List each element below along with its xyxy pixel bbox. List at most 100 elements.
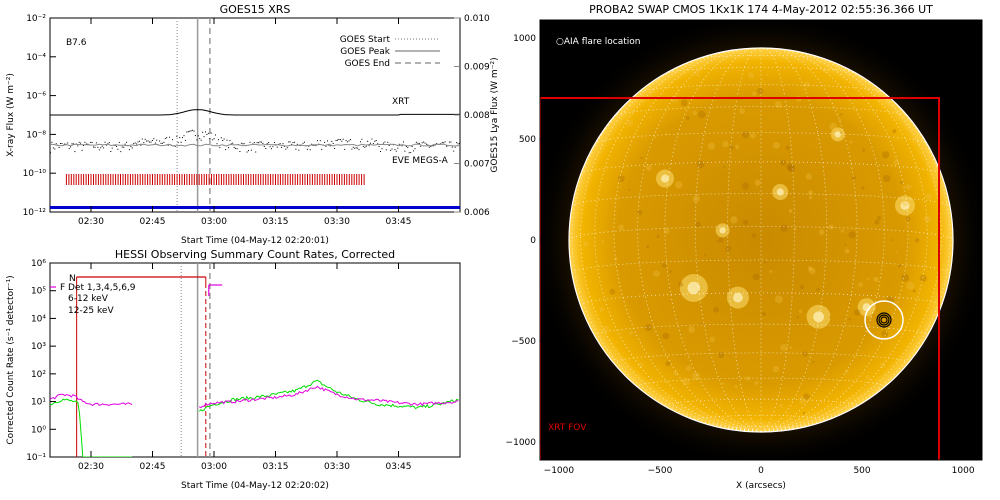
goes-short-channel-dot [205, 131, 206, 133]
goes-short-channel-dot [289, 141, 291, 143]
goes-short-channel-dot [424, 142, 426, 144]
goes-short-channel-dot [316, 140, 318, 142]
goes-short-channel-dot [108, 142, 110, 144]
goes-short-channel-dot [74, 151, 76, 153]
goes-short-channel-dot [226, 139, 228, 141]
goes-ytick-left-label: 10⁻² [26, 14, 46, 24]
solar-speckle [601, 240, 604, 243]
goes-short-channel-dot [136, 143, 138, 145]
solar-speckle [803, 81, 810, 88]
goes-short-channel-dot [294, 141, 295, 143]
goes-short-channel-dot [291, 143, 293, 145]
goes-short-channel-dot [296, 143, 298, 145]
goes-short-channel-dot [68, 148, 70, 150]
goes-ylabel-left: X-ray Flux (W m⁻²) [6, 73, 16, 157]
goes-xtick-label: 02:45 [140, 217, 166, 227]
goes-short-channel-dot [380, 151, 381, 152]
goes-short-channel-dot [259, 141, 261, 143]
solar-speckle [669, 270, 672, 273]
solar-speckle [609, 288, 616, 295]
goes-short-channel-dot [84, 141, 86, 143]
longitude-line [760, 49, 909, 432]
solar-speckle [848, 317, 852, 321]
goes-short-channel-dot [331, 140, 333, 142]
goes-short-channel-dot [260, 141, 262, 143]
goes-short-channel-dot [85, 143, 87, 145]
goes-short-channel-dot [281, 146, 282, 148]
goes-ytick-right-label: 0.007 [464, 160, 490, 170]
goes-short-channel-dot [161, 142, 163, 144]
hessi-xtick-label: 03:00 [201, 462, 227, 472]
solar-speckle [716, 240, 719, 243]
goes-short-channel-dot [107, 143, 109, 145]
swap-xtick-label: 0 [758, 466, 764, 476]
goes-short-channel-dot [123, 146, 125, 148]
solar-speckle [661, 263, 667, 268]
goes-short-channel-dot [268, 142, 270, 144]
solar-speckle [680, 99, 688, 107]
solar-speckle [802, 411, 806, 415]
hessi-xtick-label: 03:15 [263, 462, 289, 472]
solar-speckle [704, 253, 707, 257]
goes-ytick-left-label: 10⁻⁴ [26, 53, 46, 63]
solar-speckle [618, 224, 624, 231]
goes-short-channel-dot [451, 146, 453, 148]
goes-short-channel-dot [459, 143, 460, 145]
longitude-line [727, 47, 762, 432]
goes-short-channel-dot [103, 147, 105, 149]
solar-speckle [789, 346, 793, 349]
goes-short-channel-dot [101, 145, 103, 147]
solar-speckle [867, 315, 873, 320]
xrt-fov-label: XRT FOV [548, 423, 587, 433]
solar-speckle [844, 369, 849, 374]
active-region-core [813, 311, 824, 323]
goes-short-channel-dot [151, 140, 153, 141]
solar-speckle [735, 144, 740, 149]
goes-short-channel-dot [94, 146, 96, 148]
solar-speckle [707, 142, 716, 150]
goes-short-channel-dot [329, 145, 331, 147]
goes-short-channel-dot [183, 135, 185, 137]
goes-short-channel-dot [292, 142, 294, 144]
goes-short-channel-dot [434, 144, 436, 146]
goes-short-channel-dot [133, 143, 135, 145]
goes-short-channel-dot [131, 147, 133, 149]
goes-short-channel-dot [117, 148, 119, 150]
goes-short-channel-dot [253, 142, 255, 143]
hessi-xtick-label: 03:30 [324, 462, 350, 472]
goes-short-channel-dot [166, 137, 168, 139]
goes-short-channel-dot [58, 147, 60, 148]
solar-speckle [748, 72, 755, 79]
longitude-line [760, 47, 858, 432]
goes-short-channel-dot [184, 139, 186, 141]
goes-short-channel-dot [360, 141, 361, 143]
goes-short-channel-dot [405, 146, 407, 147]
goes-short-channel-dot [298, 149, 300, 151]
solar-speckle [640, 156, 643, 160]
solar-speckle [617, 175, 625, 183]
hessi-panel: HESSI Observing Summary Count Rates, Cor… [6, 248, 461, 491]
solar-speckle [695, 221, 701, 228]
solar-speckle [691, 372, 700, 380]
goes-ytick-left-label: 10⁻¹⁰ [23, 169, 47, 179]
hessi-ylabel: Corrected Count Rate (s⁻¹ detector⁻¹) [6, 275, 16, 444]
active-region-core [900, 200, 910, 210]
goes-short-channel-dot [210, 132, 212, 134]
solar-speckle [902, 199, 909, 207]
goes-short-channel-dot [351, 148, 353, 150]
goes-short-channel-dot [265, 148, 267, 149]
goes-short-channel-dot [54, 148, 56, 150]
goes-short-channel-dot [341, 140, 343, 142]
solar-speckle [923, 215, 932, 223]
solar-speckle [865, 374, 870, 380]
goes-short-channel-dot [60, 143, 61, 144]
goes-short-channel-dot [144, 138, 146, 140]
goes-short-channel-dot [371, 138, 373, 140]
solar-speckle [713, 306, 720, 313]
solar-speckle [730, 216, 738, 224]
goes-short-channel-dot [223, 138, 225, 140]
solar-speckle [675, 181, 683, 189]
goes-short-channel-dot [342, 138, 344, 140]
goes-short-channel-dot [137, 141, 139, 143]
solar-speckle [773, 141, 780, 149]
